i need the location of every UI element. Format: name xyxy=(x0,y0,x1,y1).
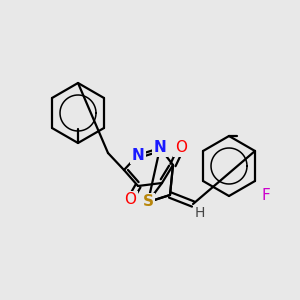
Text: H: H xyxy=(195,206,205,220)
Text: N: N xyxy=(132,148,144,163)
Text: S: S xyxy=(142,194,154,209)
Text: O: O xyxy=(175,140,187,155)
Text: N: N xyxy=(154,140,166,155)
Text: O: O xyxy=(124,193,136,208)
Text: F: F xyxy=(262,188,270,202)
